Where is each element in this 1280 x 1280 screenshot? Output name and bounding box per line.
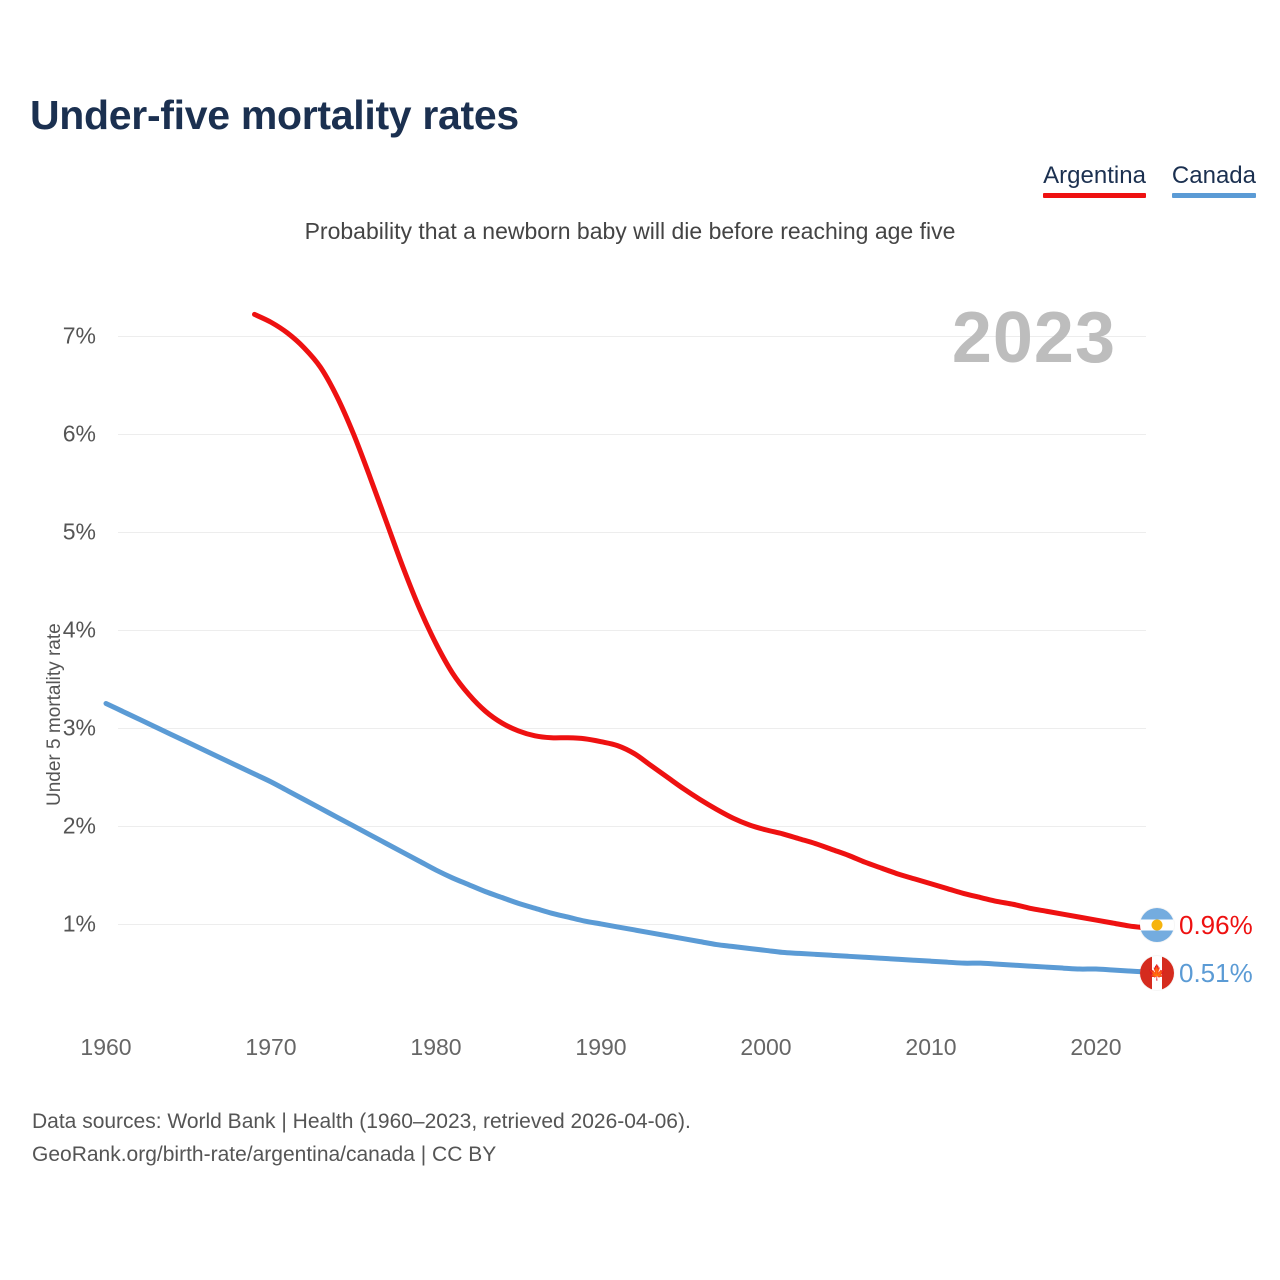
gridline-3 [118, 728, 1146, 729]
argentina-flag-icon [1140, 908, 1174, 942]
endpoint-value-argentina: 0.96% [1179, 909, 1253, 940]
y-tick-6: 6% [62, 420, 96, 447]
endpoint-canada[interactable]: 🍁 0.51% [1140, 956, 1253, 990]
x-tick-1980: 1980 [410, 1034, 462, 1060]
y-tick-3: 3% [62, 714, 96, 741]
gridline-2 [118, 826, 1146, 827]
x-tick-2000: 2000 [740, 1034, 792, 1060]
chart-subtitle: Probability that a newborn baby will die… [304, 218, 956, 244]
x-axis-ticks: 1960 1970 1980 1990 2000 2010 2020 [80, 1034, 1146, 1066]
x-tick-1960: 1960 [80, 1034, 132, 1060]
legend-label-argentina: Argentina [1043, 162, 1146, 189]
gridline-6 [118, 434, 1146, 435]
gridline-1 [118, 924, 1146, 925]
y-tick-4: 4% [62, 616, 96, 643]
footer-line-attribution: GeoRank.org/birth-rate/argentina/canada … [32, 1142, 497, 1166]
x-tick-2010: 2010 [905, 1034, 957, 1060]
y-tick-7: 7% [62, 322, 96, 349]
gridline-5 [118, 532, 1146, 533]
series-lines [103, 311, 1148, 975]
x-tick-2020: 2020 [1070, 1034, 1122, 1060]
line-canada[interactable] [103, 700, 1148, 975]
gridline-4 [118, 630, 1146, 631]
canada-flag-icon: 🍁 [1140, 956, 1174, 990]
legend-rule-canada [1171, 193, 1256, 198]
legend-item-canada[interactable]: Canada [1171, 162, 1256, 198]
legend-item-argentina[interactable]: Argentina [1043, 164, 1146, 198]
y-tick-2: 2% [62, 812, 96, 839]
endpoint-value-canada: 0.51% [1179, 957, 1253, 988]
footer: Data sources: World Bank | Health (1960–… [32, 1106, 691, 1171]
year-watermark: 2023 [951, 298, 1116, 378]
legend-rule-argentina [1043, 193, 1146, 198]
footer-line-sources: Data sources: World Bank | Health (1960–… [32, 1110, 691, 1133]
legend-label-canada: Canada [1171, 162, 1256, 189]
y-tick-1: 1% [62, 910, 96, 937]
gridline-7 [118, 336, 1146, 337]
line-argentina[interactable] [252, 311, 1148, 931]
page-title: Under-five mortality rates [30, 92, 519, 138]
endpoint-argentina[interactable]: 0.96% [1140, 908, 1253, 942]
x-tick-1990: 1990 [575, 1034, 627, 1060]
legend: Argentina Canada [1043, 164, 1256, 198]
plot-area: Under 5 mortality rate 7% 6% 5% 4% 3% 2%… [44, 298, 1253, 1000]
x-tick-1970: 1970 [245, 1034, 297, 1060]
y-tick-5: 5% [62, 518, 96, 545]
